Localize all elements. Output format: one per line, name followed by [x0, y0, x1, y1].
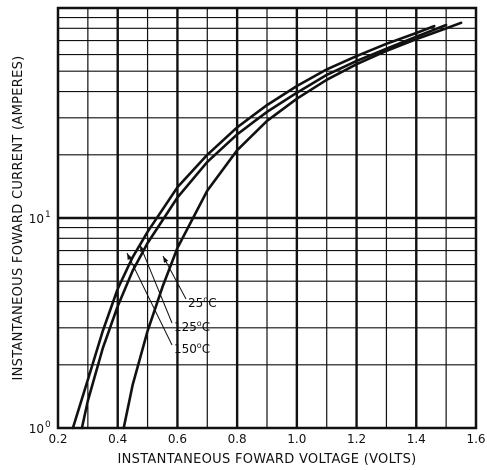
y-tick-label: 10	[29, 212, 44, 226]
x-axis-label: INSTANTANEOUS FOWARD VOLTAGE (VOLTS)	[117, 452, 416, 467]
x-tick-label: 1.0	[287, 432, 306, 446]
x-tick-label: 0.6	[168, 432, 187, 446]
plot-frame	[56, 6, 478, 430]
series-line-150c	[71, 24, 436, 430]
series-line-25c	[122, 21, 463, 430]
legend-arrowhead	[127, 253, 132, 260]
legend-degree-mark: o	[197, 319, 202, 328]
series-line-125c	[80, 23, 448, 430]
x-tick-label: 1.2	[347, 432, 366, 446]
legend-unit: C	[208, 296, 216, 310]
x-tick-label: 0.2	[48, 432, 67, 446]
legend-arrowhead	[163, 256, 169, 263]
legend-degree-mark: o	[203, 295, 208, 304]
y-tick-label: 10	[29, 422, 44, 436]
legend-degree-mark: o	[197, 341, 202, 350]
legend-label-150c: 150	[174, 342, 197, 356]
x-tick-label: 1.6	[466, 432, 485, 446]
x-tick-label: 0.4	[108, 432, 127, 446]
x-tick-label: 0.8	[228, 432, 247, 446]
legend-leader-line	[139, 244, 173, 324]
legend-label-25c: 25	[188, 296, 203, 310]
x-tick-labels: 0.2 0.4 0.6 0.8 1.0 1.2 1.4 1.6	[48, 432, 485, 446]
y-axis-label: INSTANTANEOUS FOWARD CURRENT (AMPERES)	[11, 55, 26, 380]
grid-lines	[58, 8, 476, 428]
legend-label-125c: 125	[174, 320, 197, 334]
y-tick-exponent: 1	[45, 210, 51, 220]
y-tick-exponent: 0	[45, 420, 51, 430]
legend-leader-line	[126, 252, 173, 346]
series-layer	[71, 21, 463, 430]
legend-leader-line	[162, 255, 187, 300]
legend-unit: C	[202, 320, 210, 334]
legend-unit: C	[202, 342, 210, 356]
legend-arrowhead	[140, 245, 145, 252]
x-tick-label: 1.4	[407, 432, 426, 446]
